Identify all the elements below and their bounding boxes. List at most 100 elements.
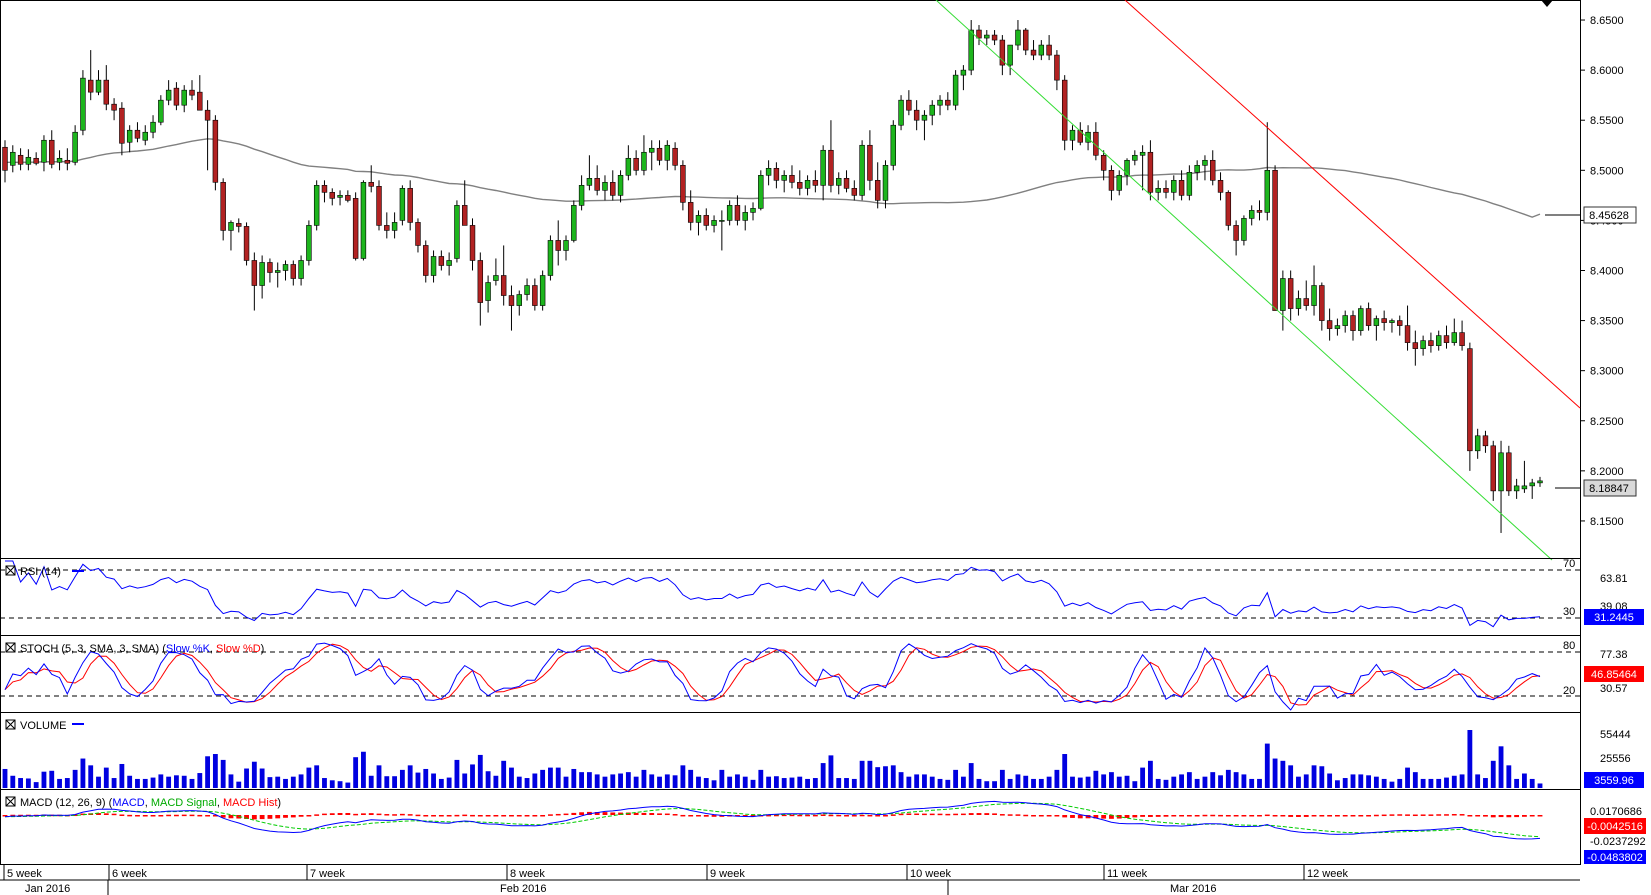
volume-bar	[1179, 774, 1184, 788]
macd-hist-bar	[914, 813, 920, 816]
candle-body	[485, 282, 491, 301]
price-tick-label: 8.5000	[1590, 165, 1624, 177]
candle	[1132, 150, 1138, 166]
candle-body	[1054, 54, 1060, 81]
macd-hist-bar	[368, 813, 374, 815]
candle-body	[1451, 332, 1458, 343]
macd-hist-bar	[719, 815, 725, 817]
candle-body	[41, 139, 47, 163]
volume-bar	[205, 756, 211, 788]
candle-body	[711, 220, 717, 226]
macd-hist-bar	[1155, 815, 1161, 817]
candle-body	[703, 215, 709, 226]
volume-bar	[298, 774, 304, 788]
macd-hist-bar	[1249, 815, 1255, 817]
candle	[524, 278, 530, 301]
volume-bar	[594, 774, 600, 788]
candle	[1311, 265, 1317, 316]
macd-hist-bar	[228, 815, 234, 819]
macd-hist-bar	[735, 815, 740, 817]
candle-body	[282, 264, 289, 271]
moving-average-line	[5, 138, 1541, 218]
candle	[1474, 428, 1481, 459]
macd-hist-bar	[1225, 815, 1231, 817]
volume-bar	[251, 761, 257, 788]
rsi-line	[5, 560, 1541, 628]
candle	[204, 100, 211, 171]
candle	[1030, 40, 1037, 61]
candle-body	[298, 260, 304, 279]
volume-bar	[1420, 778, 1426, 788]
candle	[329, 188, 335, 206]
macd-hist-bar	[470, 814, 475, 817]
volume-bar	[1202, 776, 1208, 788]
candle-body	[968, 29, 974, 71]
macd-hist-bar	[867, 814, 873, 817]
volume-bar	[1366, 775, 1371, 788]
macd-hist-bar	[1241, 815, 1247, 817]
volume-bar	[462, 773, 468, 788]
volume-bar	[197, 773, 203, 788]
macd-hist-bar	[267, 815, 273, 819]
macd-hist-bar	[127, 814, 133, 817]
volume-bar	[1311, 765, 1317, 788]
volume-bar	[625, 772, 631, 788]
volume-bar	[1225, 769, 1231, 788]
candle	[368, 165, 374, 193]
volume-bar	[1210, 772, 1216, 788]
macd-hist-bar	[696, 815, 701, 817]
scroll-marker-icon[interactable]	[1541, 0, 1553, 7]
volume-bar	[1264, 743, 1270, 788]
candle-body	[532, 285, 538, 306]
volume-bar	[1436, 778, 1442, 788]
channel-lower-line[interactable]	[935, 0, 1553, 561]
month-label: Mar 2016	[1170, 883, 1216, 895]
channel-upper-line[interactable]	[1124, 0, 1581, 409]
candle-body	[594, 178, 600, 191]
candle	[586, 155, 593, 191]
volume-bar	[1147, 760, 1153, 788]
volume-bar	[33, 782, 39, 788]
volume-bar	[431, 773, 436, 788]
macd-hist-bar	[158, 815, 164, 817]
candle-body	[516, 294, 522, 306]
candle-body	[337, 195, 343, 198]
ma-value-badge: 8.45628	[1583, 206, 1637, 224]
candle	[33, 152, 39, 166]
macd-hist-bar	[828, 814, 834, 817]
stoch-tick-77-38: 77.38	[1600, 649, 1628, 661]
macd-hist-bar	[992, 813, 997, 815]
price-panel[interactable]: 8.65008.60008.55008.50008.45008.40008.35…	[0, 0, 1637, 561]
candle-body	[906, 99, 912, 111]
candle	[828, 120, 834, 193]
volume-bar	[1303, 774, 1309, 788]
volume-bar	[976, 778, 982, 788]
volume-close-icon-cross	[5, 719, 16, 730]
candle	[726, 200, 733, 226]
candle	[313, 180, 320, 231]
volume-bar	[1015, 774, 1021, 788]
volume-panel[interactable]: VOLUME 55444 25556 3559.96	[0, 712, 1645, 790]
macd-hist-bar	[1218, 814, 1223, 817]
macd-hist-bar	[563, 813, 569, 816]
candle	[555, 220, 561, 266]
volume-bar	[766, 776, 772, 788]
candle-body	[1023, 29, 1029, 51]
macd-hist-bar	[361, 813, 366, 815]
macd-panel[interactable]: MACD (12, 26, 9) (MACD, MACD Signal, MAC…	[0, 789, 1647, 865]
month-label: Feb 2016	[500, 883, 546, 895]
volume-bar	[680, 765, 686, 788]
candle-body	[1171, 180, 1177, 193]
macd-hist-bar	[898, 813, 904, 816]
volume-bar	[773, 776, 779, 788]
candle	[1061, 75, 1068, 151]
candle	[267, 258, 273, 283]
candle	[649, 140, 655, 171]
candle-body	[1210, 159, 1216, 181]
candle-body	[1116, 175, 1122, 191]
trend-channel[interactable]	[935, 0, 1581, 561]
macd-hist-bar	[1054, 815, 1060, 817]
candle-body	[851, 188, 858, 196]
macd-hist-bar	[657, 813, 662, 815]
